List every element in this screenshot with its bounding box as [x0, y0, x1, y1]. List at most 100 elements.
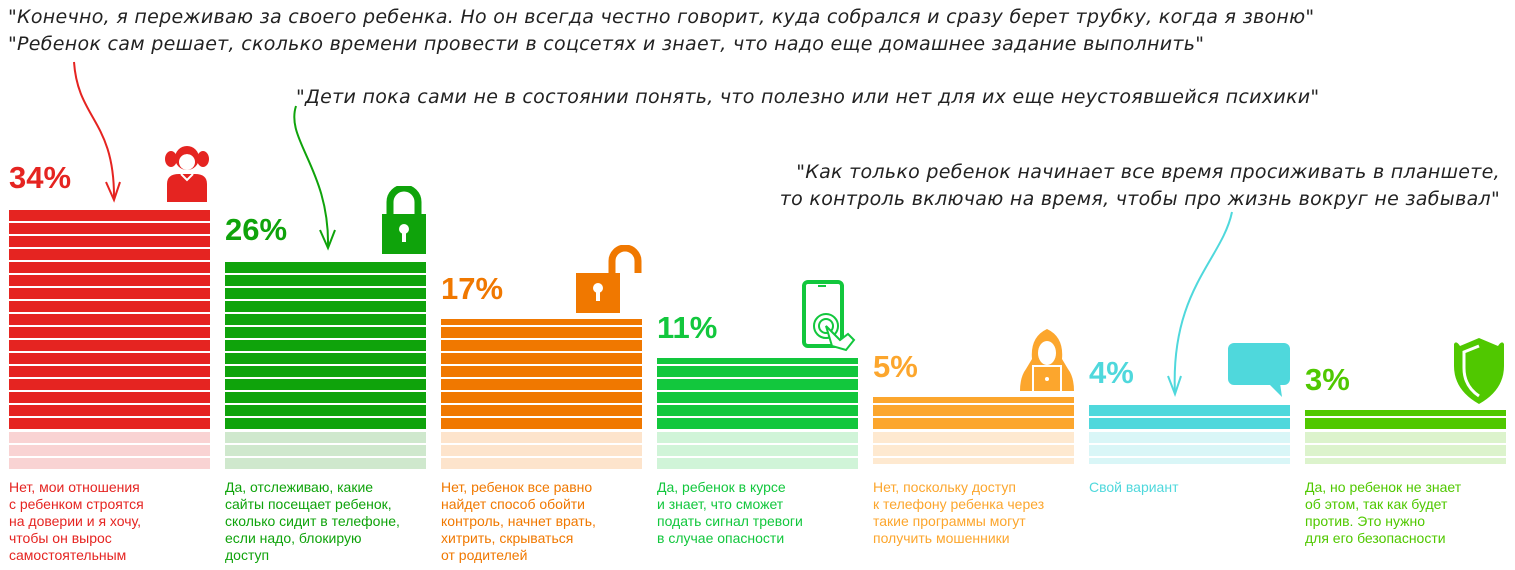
bar-stripe	[441, 327, 642, 338]
quote-2: "Дети пока сами не в состоянии понять, ч…	[296, 86, 1320, 108]
bar-stripe	[225, 340, 426, 351]
lock-closed-icon	[382, 184, 426, 259]
category-label-line: чтобы он вырос	[9, 530, 112, 546]
bar-stripe	[225, 275, 426, 286]
quote-3-line-2: то контроль включаю на время, чтобы про …	[779, 188, 1500, 210]
category-label-line: доступ	[225, 547, 270, 563]
data-label: 3%	[1305, 361, 1350, 397]
bar-stripe	[441, 418, 642, 429]
bar-stripe	[9, 236, 210, 247]
category-label-line: сколько сидит в телефоне,	[225, 513, 400, 529]
category-label-line: в случае опасности	[657, 530, 785, 546]
bar-stripe	[9, 210, 210, 221]
speech-bubble-icon	[1228, 343, 1290, 402]
quote-1-line-2: "Ребенок сам решает, сколько времени про…	[8, 33, 1205, 55]
bar-stripe	[9, 301, 210, 312]
category-label-line: Да, ребенок в курсе	[657, 479, 786, 495]
category-label-line: Нет, ребенок все равно	[441, 479, 593, 495]
category-label-line: к телефону ребенка через	[873, 496, 1045, 512]
category-label-line: и знает, что сможет	[657, 496, 784, 512]
arrow-quote-3	[1167, 211, 1233, 397]
arrow-quote-1	[73, 61, 121, 203]
bar-stripe	[441, 392, 642, 403]
bar-stripe	[9, 275, 210, 286]
quote-1-line-1: "Конечно, я переживаю за своего ребенка.…	[8, 6, 1315, 28]
hacker-laptop-icon	[1020, 328, 1074, 396]
bar-background-stripe	[9, 458, 210, 469]
bar-background-stripe	[657, 445, 858, 456]
category-label: Да, отслеживаю, какие сайты посещает ребе…	[225, 479, 440, 564]
bar-column: 34% Нет, мои отношения с ребенком строятся…	[9, 0, 210, 570]
category-label-line: Свой вариант	[1089, 479, 1179, 495]
category-label: Да, ребенок в курсе и знает, что сможет по…	[657, 479, 872, 547]
category-label-line: если надо, блокирую	[225, 530, 362, 546]
bar-background-stripe	[1305, 432, 1506, 443]
bar-stripe	[225, 288, 426, 299]
category-label-line: такие программы могут	[873, 513, 1026, 529]
bar-column: 3% Да, но ребенок не знает об этом, так ка…	[1305, 0, 1506, 570]
category-label: Нет, ребенок все равно найдет способ обой…	[441, 479, 656, 564]
bar-column: 17% Нет, ребенок все равно найдет способ о…	[441, 0, 642, 570]
bar-background-stripe	[1089, 445, 1290, 456]
data-label: 4%	[1089, 355, 1134, 390]
arrow-quote-2	[293, 105, 336, 251]
bar-stripe	[1305, 409, 1506, 416]
category-label: Нет, поскольку доступ к телефону ребенка …	[873, 479, 1088, 547]
bar-stripe	[657, 357, 858, 364]
bar-stripe	[9, 392, 210, 403]
category-label-line: Нет, поскольку доступ	[873, 479, 1016, 495]
bar-background-stripe	[225, 432, 426, 443]
category-label-line: против. Это нужно	[1305, 513, 1426, 529]
bar-stripe	[657, 392, 858, 403]
bar-stripe	[441, 353, 642, 364]
bar-stripe	[9, 366, 210, 377]
bar-stripe	[225, 314, 426, 325]
category-label-line: об этом, так как будет	[1305, 496, 1448, 512]
category-label-line: Да, но ребенок не знает	[1305, 479, 1462, 495]
data-label: 34%	[9, 160, 72, 195]
category-label-line: подать сигнал тревоги	[657, 513, 803, 529]
bar-stripe	[1089, 418, 1290, 429]
bar-stripe	[9, 327, 210, 338]
bar-stripe	[225, 418, 426, 429]
bar-stripe	[9, 418, 210, 429]
bar-stripe	[873, 396, 1074, 403]
bar-background-stripe	[657, 432, 858, 443]
bar-stripe	[225, 262, 426, 273]
bar-column: 5% Нет, поскольку доступ к телефону ребенк…	[873, 0, 1074, 570]
category-label-line: Да, отслеживаю, какие	[225, 479, 374, 495]
category-label: Да, но ребенок не знает об этом, так как …	[1305, 479, 1515, 547]
bar-background-stripe	[657, 458, 858, 469]
bar-stripe	[225, 327, 426, 338]
bar-stripe	[225, 405, 426, 416]
category-label-line: контроль, начнет врать,	[441, 513, 596, 529]
bar-stripe	[225, 301, 426, 312]
bar-stripe	[9, 223, 210, 234]
category-label-line: для его безопасности	[1305, 530, 1446, 546]
bar-background-stripe	[1089, 432, 1290, 443]
bar-background-stripe	[1305, 458, 1506, 464]
bar-background-stripe	[225, 445, 426, 456]
bar-stripe	[657, 379, 858, 390]
bar-stripe	[225, 366, 426, 377]
bar-background-stripe	[441, 432, 642, 443]
bar-stripe	[225, 392, 426, 403]
bar-stripe	[225, 353, 426, 364]
bar-stripe	[873, 418, 1074, 429]
bar-background-stripe	[873, 458, 1074, 464]
category-label-line: получить мошенники	[873, 530, 1010, 546]
bar-stripe	[657, 418, 858, 429]
bar-stripe	[657, 405, 858, 416]
data-label: 17%	[441, 270, 504, 306]
bar-background-stripe	[1305, 445, 1506, 456]
shield-icon	[1452, 336, 1506, 409]
category-label-line: с ребенком строятся	[9, 496, 144, 512]
bar-column: 26% Да, отслеживаю, какие сайты посещает р…	[225, 0, 426, 570]
bar-stripe	[9, 288, 210, 299]
bar-stripe	[441, 405, 642, 416]
category-label: Свой вариант	[1089, 479, 1304, 496]
bar-stripe	[657, 366, 858, 377]
bar-stripe	[9, 379, 210, 390]
bar-stripe	[9, 353, 210, 364]
bar-stripe	[225, 379, 426, 390]
